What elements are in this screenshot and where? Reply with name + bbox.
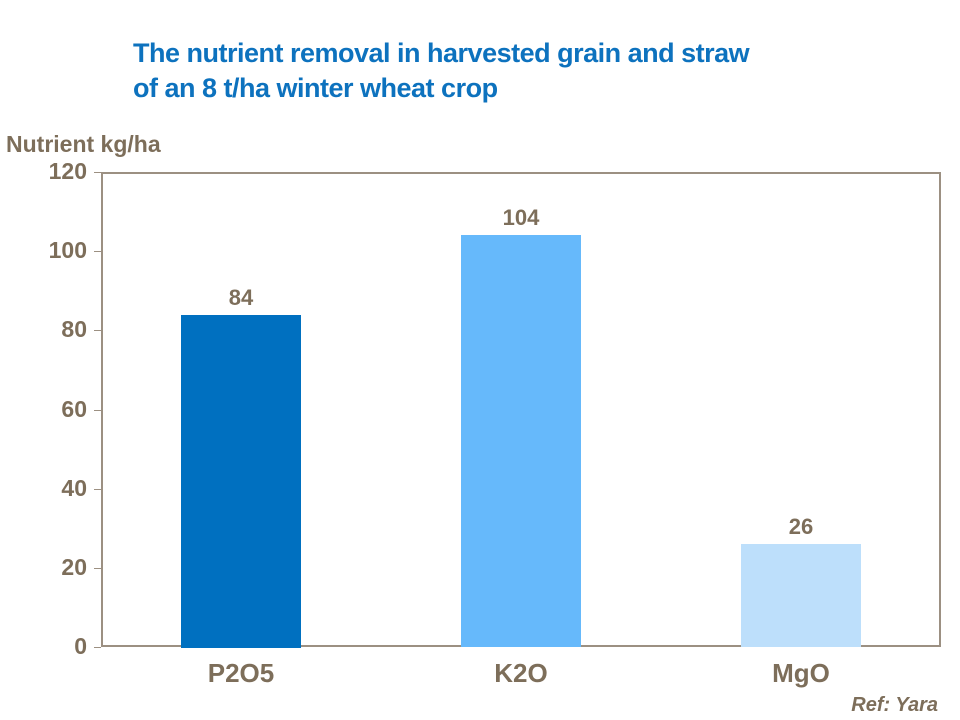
bar-mgo <box>741 544 861 647</box>
y-tick-label-80: 80 <box>61 316 87 342</box>
y-tick-label-0: 0 <box>74 633 87 659</box>
x-category-label-k2o: K2O <box>494 658 548 688</box>
bar-value-mgo: 26 <box>788 514 814 539</box>
x-category-label-mgo: MgO <box>772 658 830 688</box>
tickmark-0 <box>94 647 101 648</box>
bar-p2o5 <box>181 315 301 648</box>
bar-k2o <box>461 235 581 647</box>
tickmark-100 <box>94 251 101 252</box>
tickmark-60 <box>94 410 101 411</box>
reference-text: Ref: Yara <box>851 694 938 716</box>
y-tick-label-40: 40 <box>61 475 87 501</box>
chart-title-line-2: of an 8 t/ha winter wheat crop <box>133 73 498 103</box>
x-category-label-p2o5: P2O5 <box>207 658 275 688</box>
chart-title-line-1: The nutrient removal in harvested grain … <box>133 38 750 68</box>
tickmark-20 <box>94 568 101 569</box>
bar-value-p2o5: 84 <box>228 285 254 310</box>
tickmark-80 <box>94 330 101 331</box>
tickmark-120 <box>94 172 101 173</box>
y-tick-label-120: 120 <box>48 158 87 184</box>
y-axis-label: Nutrient kg/ha <box>6 131 161 157</box>
y-tick-label-20: 20 <box>61 554 87 580</box>
tickmark-40 <box>94 489 101 490</box>
y-tick-label-60: 60 <box>61 396 87 422</box>
y-tick-label-100: 100 <box>48 237 87 263</box>
chart-title: The nutrient removal in harvested grain … <box>133 36 750 106</box>
bar-value-k2o: 104 <box>502 205 540 230</box>
